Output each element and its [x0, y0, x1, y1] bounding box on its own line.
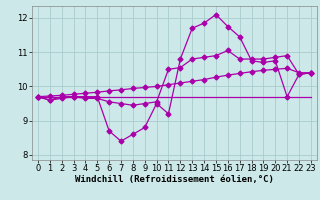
X-axis label: Windchill (Refroidissement éolien,°C): Windchill (Refroidissement éolien,°C): [75, 175, 274, 184]
